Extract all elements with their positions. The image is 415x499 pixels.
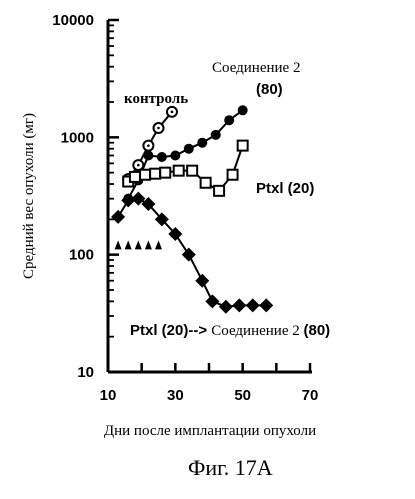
data-point	[141, 197, 156, 212]
data-point	[226, 168, 239, 181]
annotation-ptxl-then-compound2: Ptxl (20)--> Соединение 2 (80)	[130, 322, 330, 339]
data-point	[195, 273, 210, 288]
data-point	[144, 240, 152, 250]
data-point	[121, 193, 136, 208]
data-point	[134, 240, 142, 250]
y-tick-label: 1000	[61, 129, 94, 146]
x-tick-label: 70	[302, 387, 319, 404]
data-point	[139, 168, 152, 181]
axes: 10 100 1000 10000 10 30 50 70 Дни после импланта…	[21, 12, 318, 439]
x-tick-label: 50	[234, 387, 251, 404]
data-point	[205, 294, 220, 309]
annotation-part-compound2: Соединение 2	[211, 323, 303, 339]
data-point	[210, 129, 221, 140]
data-point	[181, 247, 196, 262]
data-point	[114, 240, 122, 250]
x-tick-label: 30	[167, 387, 184, 404]
data-point	[143, 150, 154, 161]
annotation-compound2-dose: (80)	[256, 81, 283, 98]
data-point	[155, 240, 162, 250]
y-tick-label: 10000	[52, 12, 94, 29]
data-point	[245, 298, 260, 313]
data-point	[232, 298, 247, 313]
data-point	[224, 115, 235, 126]
data-point-dot	[170, 110, 174, 114]
y-tick-label: 10	[77, 364, 94, 381]
data-point-dot	[157, 126, 160, 130]
series-open-square	[122, 139, 249, 197]
data-point	[183, 143, 194, 154]
y-axis-title: Средний вес опухоли (мг)	[21, 113, 37, 279]
series-filled-diamond	[111, 191, 274, 314]
annotation-part-dose: (80)	[304, 322, 331, 339]
data-point	[124, 240, 132, 250]
data-point	[111, 209, 126, 224]
data-point	[172, 164, 185, 177]
data-point	[159, 166, 172, 179]
annotation-ptxl: Ptxl (20)	[256, 180, 314, 197]
series-layer	[111, 105, 274, 314]
data-point	[237, 105, 248, 116]
data-point-dot	[137, 163, 140, 167]
data-point	[128, 170, 141, 183]
data-point	[259, 298, 274, 313]
data-point	[170, 150, 181, 161]
data-point	[236, 139, 249, 152]
annotation-compound2: Соединение 2	[212, 60, 300, 76]
data-point	[218, 299, 233, 314]
data-point	[197, 137, 208, 148]
data-point	[168, 227, 183, 242]
x-tick-label: 10	[100, 387, 117, 404]
data-point	[186, 164, 199, 177]
annotation-part-ptxl: Ptxl (20)-->	[130, 322, 211, 339]
figure-caption: Фиг. 17А	[188, 455, 273, 480]
data-point	[131, 191, 146, 206]
series-filled-circle	[123, 105, 248, 204]
data-point	[154, 212, 169, 227]
data-point	[156, 151, 167, 162]
annotation-control: контроль	[124, 91, 188, 107]
data-point	[213, 184, 226, 197]
series-filled-triangle	[114, 240, 162, 250]
data-point	[149, 167, 162, 180]
series-line	[127, 109, 244, 200]
y-tick-label: 100	[69, 247, 94, 264]
data-point-dot	[147, 144, 150, 147]
data-point	[199, 176, 212, 189]
x-axis-title: Дни после имплантации опухоли	[104, 423, 316, 439]
